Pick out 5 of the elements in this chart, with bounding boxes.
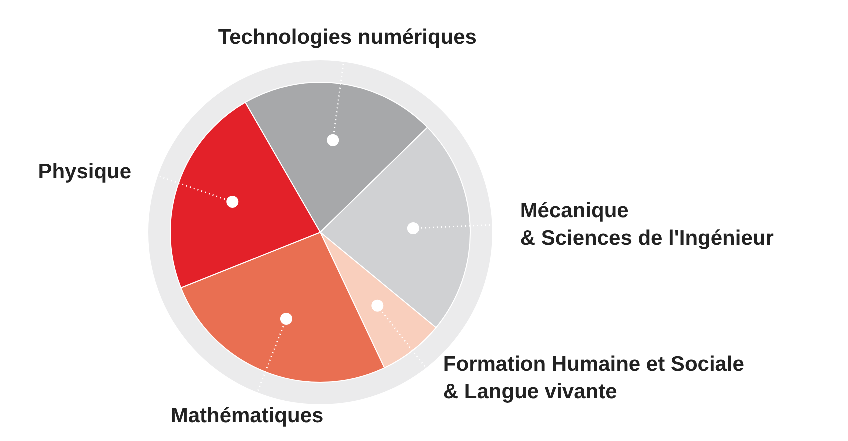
- slice-label: Formation Humaine et Sociale & Langue vivante: [443, 353, 744, 404]
- slice-label: Technologies numériques: [218, 26, 477, 50]
- slice-label: Mathématiques: [170, 404, 324, 428]
- slice-label: Mécanique & Sciences de l'Ingénieur: [520, 199, 774, 250]
- slice-label: Physique: [38, 160, 132, 184]
